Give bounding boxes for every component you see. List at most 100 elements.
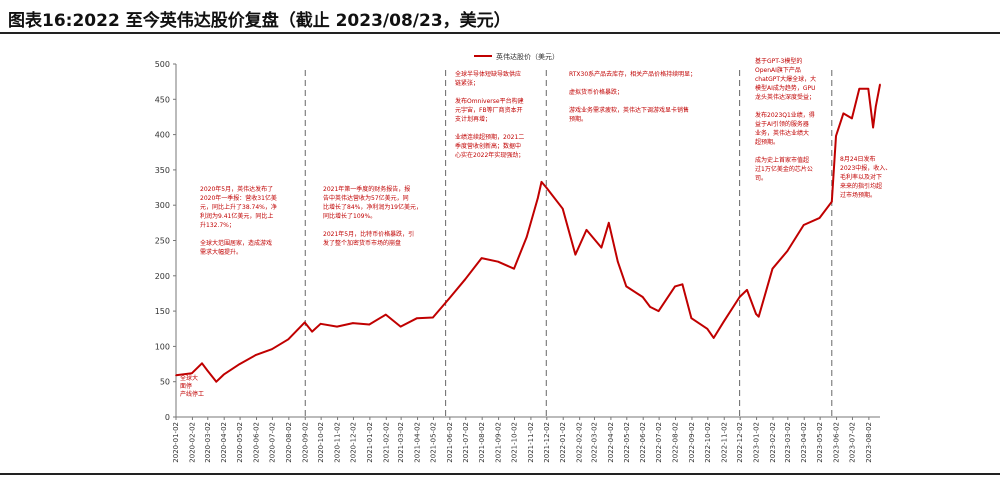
annotation-text: 发了整个加密货币市场的崩盘 [323, 239, 401, 247]
price-series-line [175, 84, 881, 383]
y-tick-label: 500 [155, 60, 170, 69]
annotation-text: 比增长了84%，净利润为19亿美元， [323, 203, 422, 211]
x-tick-label: 2020-08-02 [285, 422, 293, 463]
top-rule [0, 32, 1000, 34]
x-tick-label: 2022-12-02 [736, 422, 744, 463]
annotation-text: 升132.7%； [200, 221, 235, 229]
annotation-text: 预期。 [569, 115, 587, 123]
price-point [215, 380, 218, 383]
price-point [561, 207, 564, 210]
x-tick-label: 2021-08-02 [478, 422, 486, 463]
price-point [835, 135, 837, 137]
annotation-text: 毛利率以及对下 [840, 173, 882, 181]
price-point [574, 253, 577, 256]
annotation-text: 发布Omniverse平台构建 [455, 97, 524, 105]
x-tick-label: 2021-03-02 [397, 422, 405, 463]
x-tick-label: 2023-06-02 [833, 422, 841, 463]
price-point [858, 87, 861, 90]
x-tick-label: 2020-10-02 [317, 422, 325, 463]
y-tick-label: 250 [155, 237, 170, 246]
x-tick-label: 2020-07-02 [268, 422, 276, 463]
annotation-text: 告中英伟达营收为57亿美元，同 [323, 194, 409, 202]
x-tick-label: 2023-01-02 [753, 422, 761, 463]
x-tick-label: 2023-07-02 [848, 422, 856, 463]
price-point [432, 316, 434, 319]
x-tick-label: 2023-03-02 [784, 422, 792, 463]
chart-title: 图表16:2022 至今英伟达股价复盘（截止 2023/08/23，美元） [8, 11, 511, 31]
price-point [497, 260, 499, 263]
price-point [585, 229, 588, 231]
price-point [399, 325, 402, 328]
price-point [746, 289, 748, 291]
x-tick-label: 2023-04-02 [800, 422, 808, 463]
price-point [867, 87, 870, 90]
x-tick-label: 2021-04-02 [414, 422, 422, 463]
annotation-text: 全球大范围居家，造成游戏 [200, 239, 272, 247]
annotation-text: 8月24日发布 [840, 155, 875, 163]
x-tick-label: 2022-09-02 [688, 422, 696, 463]
annotation-text: 心实在2022年实现强劲； [455, 151, 524, 159]
price-point [600, 246, 603, 249]
x-tick-label: 2023-05-02 [816, 422, 824, 463]
annotation-text: 2021年第一季度的财务报告，报 [323, 185, 410, 193]
x-tick-label: 2022-01-02 [559, 422, 567, 463]
price-point [336, 325, 338, 328]
price-point [238, 363, 241, 365]
annotation-text: OpenAI旗下产品 [755, 66, 801, 74]
price-point [802, 224, 805, 226]
x-tick-label: 2022-08-02 [672, 422, 680, 463]
annotation-text: 产线停工 [180, 390, 204, 398]
y-tick-label: 50 [160, 378, 170, 387]
annotation-text: 链紧张； [455, 79, 479, 87]
price-point [690, 317, 693, 319]
annotation-text: 益于AI引领的服务器 [755, 120, 809, 128]
price-point [303, 321, 306, 324]
annotation-text: 支计划再增； [455, 115, 491, 123]
price-point [830, 200, 833, 203]
annotation-text: 全球大 [180, 374, 198, 382]
price-point [206, 369, 209, 372]
x-tick-label: 2022-06-02 [639, 422, 647, 463]
annotation-text: 龙头英伟达深度受益； [755, 93, 815, 101]
x-tick-label: 2021-07-02 [462, 422, 470, 463]
price-point [874, 105, 877, 108]
price-point [416, 317, 418, 319]
x-tick-label: 2021-11-02 [527, 422, 535, 463]
annotation-text: 需求大幅提升。 [200, 248, 242, 256]
price-point [625, 285, 628, 288]
bottom-rule [0, 473, 1000, 475]
price-point [786, 250, 789, 252]
y-tick-label: 200 [155, 272, 170, 281]
x-tick-label: 2021-12-02 [543, 422, 551, 463]
annotation-text: 模型AI成为趋势，GPU [755, 84, 816, 92]
x-tick-label: 2020-04-02 [220, 422, 228, 463]
annotation-text: 元宇宙，FB等厂商资本开 [455, 106, 523, 114]
annotation-text: 虚拟货币价格暴跌； [569, 88, 623, 96]
x-tick-label: 2020-03-02 [204, 422, 212, 463]
legend-label: 英伟达股价（美元） [496, 52, 559, 61]
x-tick-label: 2020-06-02 [253, 422, 261, 463]
price-point [674, 285, 676, 288]
x-tick-label: 2020-12-02 [349, 422, 357, 463]
price-point [738, 296, 741, 298]
price-point [175, 374, 177, 377]
price-point [649, 306, 651, 308]
annotation-text: 超预期。 [755, 138, 779, 146]
annotation-text: 全球半导体短缺导致供应 [455, 70, 521, 78]
annotation-text: 过1万亿美金的芯片公 [755, 165, 813, 173]
x-tick-label: 2022-07-02 [655, 422, 663, 463]
price-point [641, 296, 644, 298]
price-point [818, 217, 821, 219]
x-tick-label: 2021-01-02 [366, 422, 374, 463]
y-tick-label: 350 [155, 166, 170, 175]
x-tick-label: 2021-09-02 [495, 422, 503, 463]
price-point [448, 297, 451, 300]
x-tick-label: 2022-05-02 [623, 422, 631, 463]
price-point [191, 372, 193, 375]
x-tick-label: 2022-10-02 [704, 422, 712, 463]
annotation-text: 游戏业务需求疲软，英伟达下调游戏显卡销售 [569, 106, 689, 114]
x-tick-label: 2023-08-02 [865, 422, 873, 463]
price-point [712, 337, 715, 339]
x-tick-label: 2021-06-02 [446, 422, 454, 463]
annotation-text: 司。 [755, 175, 767, 182]
